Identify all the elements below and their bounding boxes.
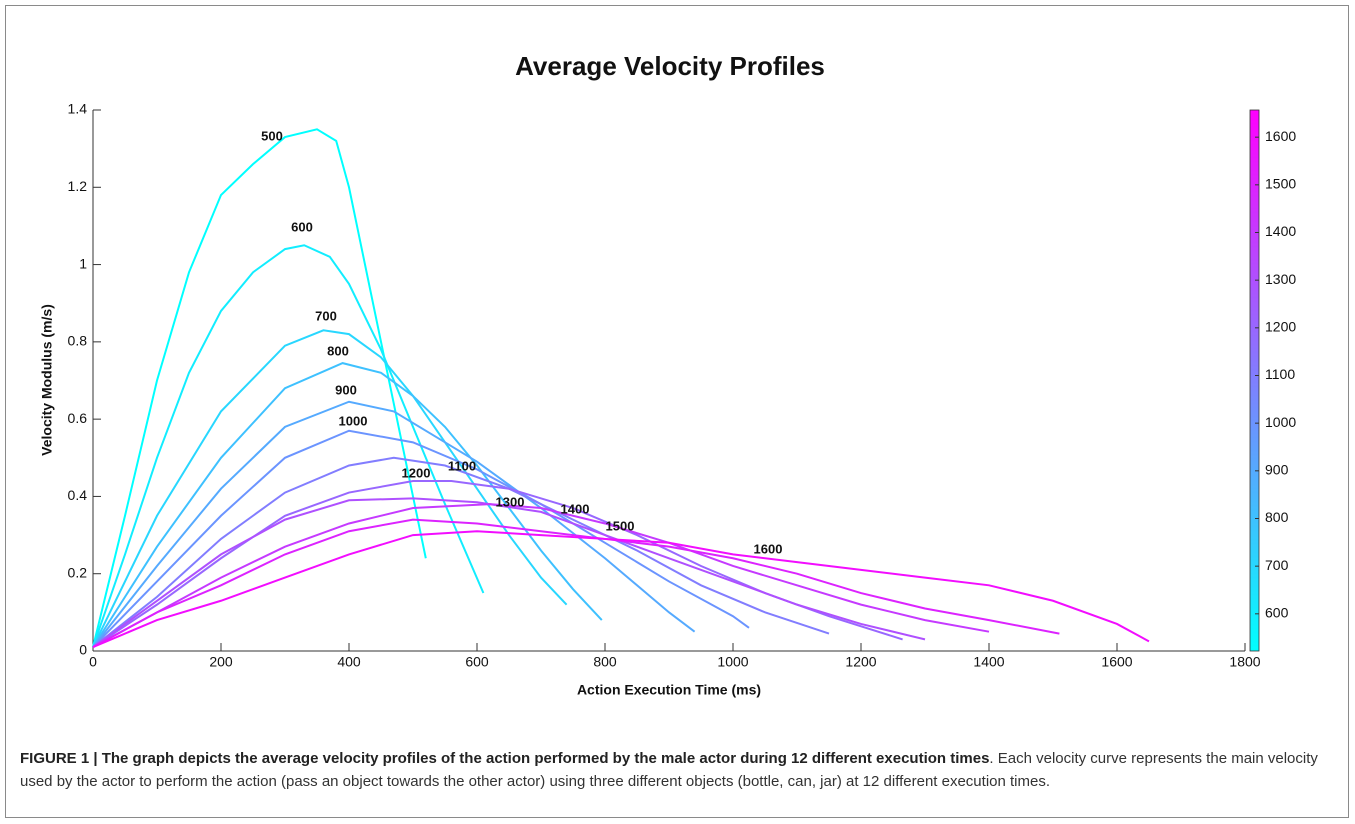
- curve-label: 500: [261, 128, 283, 143]
- x-axis-label: Action Execution Time (ms): [577, 682, 761, 698]
- colorbar-tick-label: 1600: [1265, 128, 1296, 144]
- velocity-curve: [92, 329, 568, 648]
- colorbar-tick-label: 800: [1265, 509, 1289, 525]
- y-tick-label: 0: [79, 642, 87, 658]
- y-tick-label: 1.2: [68, 178, 88, 194]
- colorbar-tick-label: 1000: [1265, 414, 1296, 430]
- colorbar-tick-label: 600: [1265, 605, 1289, 621]
- y-tick-label: 1: [79, 255, 87, 271]
- x-tick-label: 1400: [973, 654, 1004, 670]
- curve-label: 1500: [606, 518, 635, 533]
- y-tick-label: 0.6: [68, 410, 88, 426]
- colorbar-tick-label: 900: [1265, 462, 1289, 478]
- y-tick-label: 0.8: [68, 333, 88, 349]
- colorbar-tick-label: 1500: [1265, 176, 1296, 192]
- velocity-curve: [92, 400, 696, 648]
- colorbar-tick-label: 1400: [1265, 223, 1296, 239]
- velocity-curve: [92, 497, 926, 648]
- velocity-curve: [92, 128, 427, 648]
- x-tick-label: 800: [593, 654, 617, 670]
- x-tick-label: 1600: [1101, 654, 1132, 670]
- x-tick-label: 0: [89, 654, 97, 670]
- chart-title: Average Velocity Profiles: [515, 51, 825, 81]
- curve-label: 900: [335, 382, 357, 397]
- colorbar-tick-label: 1300: [1265, 271, 1296, 287]
- curve-label: 700: [315, 308, 337, 323]
- caption: FIGURE 1 | The graph depicts the average…: [20, 747, 1330, 793]
- x-tick-label: 400: [337, 654, 361, 670]
- x-tick-label: 1000: [717, 654, 748, 670]
- chart: Average Velocity Profiles Action Executi…: [39, 51, 1297, 698]
- colorbar-tick-label: 700: [1265, 557, 1289, 573]
- caption-bold: FIGURE 1 | The graph depicts the average…: [20, 750, 990, 767]
- velocity-curve: [92, 503, 990, 649]
- curve-label: 600: [291, 219, 313, 234]
- x-tick-label: 1800: [1229, 654, 1260, 670]
- colorbar-tick-label: 1200: [1265, 319, 1296, 335]
- curve-label: 1600: [754, 541, 783, 556]
- curve-label: 1400: [561, 501, 590, 516]
- y-tick-label: 1.4: [68, 101, 88, 117]
- velocity-curve: [92, 518, 1060, 649]
- x-tick-label: 1200: [845, 654, 876, 670]
- colorbar-tick-label: 1100: [1265, 366, 1295, 382]
- curve-label: 1300: [496, 494, 525, 509]
- figure-frame: [5, 5, 1349, 818]
- velocity-curve: [92, 244, 485, 648]
- curve-label: 1100: [448, 458, 476, 473]
- curve-label: 1200: [402, 465, 431, 480]
- x-tick-label: 200: [209, 654, 233, 670]
- velocity-curve: [92, 530, 1150, 649]
- y-tick-label: 0.4: [68, 487, 88, 503]
- caption-text: . Each velocity curve represents the mai…: [20, 750, 1318, 790]
- colorbar: [1249, 109, 1260, 652]
- y-tick-label: 0.2: [68, 564, 88, 580]
- velocity-curve: [92, 362, 603, 648]
- curve-label: 1000: [339, 413, 368, 428]
- curve-label: 800: [327, 343, 349, 358]
- y-axis-label: Velocity Modulus (m/s): [39, 304, 55, 456]
- velocity-curve: [92, 456, 830, 648]
- x-tick-label: 600: [465, 654, 489, 670]
- velocity-curve: [92, 429, 750, 648]
